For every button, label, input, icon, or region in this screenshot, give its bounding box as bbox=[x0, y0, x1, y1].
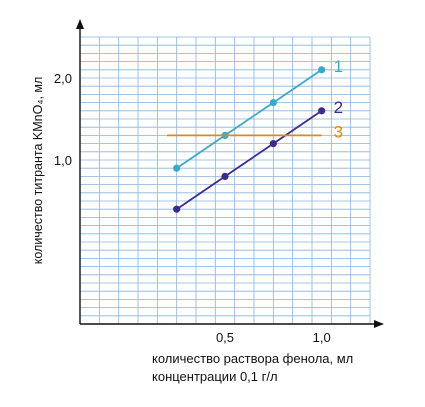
series-label-1: 1 bbox=[334, 57, 343, 76]
data-point-series-1 bbox=[318, 66, 326, 74]
data-point-series-2 bbox=[318, 107, 326, 115]
x-axis-label-line-2: концентрации 0,1 г/л bbox=[152, 369, 278, 384]
data-point-series-2 bbox=[173, 205, 181, 213]
y-tick-label: 2,0 bbox=[54, 71, 72, 86]
series-label-2: 2 bbox=[334, 98, 343, 117]
data-point-series-2 bbox=[269, 140, 277, 148]
data-point-series-2 bbox=[221, 172, 229, 180]
x-axis-label: количество раствора фенола, мл концентра… bbox=[152, 350, 412, 386]
series-line-2 bbox=[176, 110, 323, 210]
x-axis-label-line-1: количество раствора фенола, мл bbox=[152, 351, 354, 366]
y-axis-label: количество титранта KMnO₄, мл bbox=[31, 77, 45, 265]
data-point-series-1 bbox=[269, 99, 277, 107]
data-point-series-1 bbox=[173, 164, 181, 172]
series-label-3: 3 bbox=[334, 122, 343, 141]
series-line-1 bbox=[176, 69, 323, 169]
x-tick-label: 0,5 bbox=[216, 330, 234, 345]
y-tick-label: 1,0 bbox=[54, 153, 72, 168]
x-axis-arrow bbox=[374, 320, 384, 328]
x-tick-label: 1,0 bbox=[313, 330, 331, 345]
y-axis-arrow bbox=[76, 19, 84, 29]
